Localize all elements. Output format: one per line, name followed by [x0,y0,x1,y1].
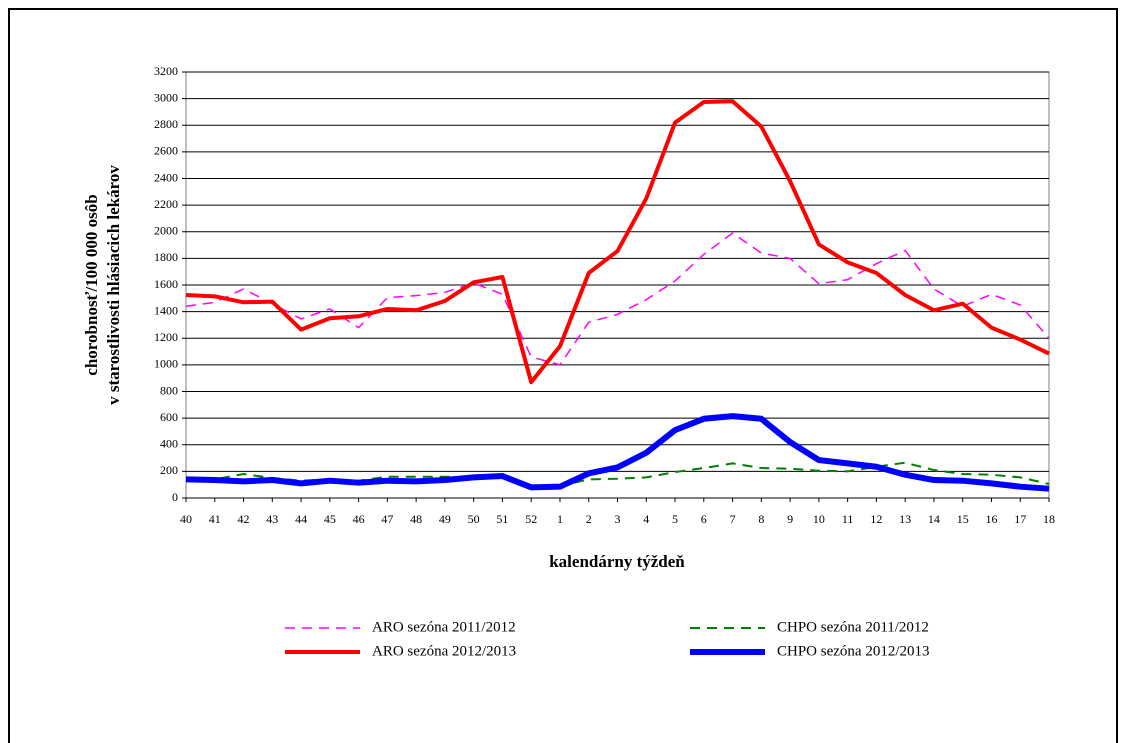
x-tick-label: 14 [928,512,940,526]
x-tick-label: 17 [1014,512,1026,526]
y-tick-label: 400 [160,437,178,451]
x-tick-label: 40 [180,512,192,526]
y-tick-label: 0 [172,490,178,504]
y-tick-label: 1400 [154,303,178,317]
x-tick-label: 1 [557,512,563,526]
x-tick-label: 8 [758,512,764,526]
x-tick-label: 7 [730,512,736,526]
y-tick-label: 2600 [154,144,178,158]
x-tick-label: 41 [209,512,221,526]
x-tick-label: 15 [957,512,969,526]
y-tick-label: 1000 [154,357,178,371]
y-tick-label: 3000 [154,90,178,104]
y-tick-label: 2000 [154,224,178,238]
x-tick-label: 18 [1043,512,1055,526]
x-tick-label: 13 [899,512,911,526]
x-tick-label: 42 [238,512,250,526]
x-tick-label: 16 [985,512,997,526]
x-tick-label: 2 [586,512,592,526]
x-tick-label: 4 [643,512,649,526]
y-tick-label: 2400 [154,170,178,184]
series-line [185,413,1050,492]
x-tick-label: 51 [496,512,508,526]
x-tick-label: 44 [295,512,307,526]
x-tick-label: 5 [672,512,678,526]
x-tick-label: 49 [439,512,451,526]
legend-label: ARO sezóna 2011/2012 [372,619,516,635]
x-tick-label: 12 [870,512,882,526]
y-axis-label: chorobnosť/100 000 osôb [82,194,101,375]
x-tick-label: 43 [266,512,278,526]
x-tick-label: 46 [353,512,365,526]
x-tick-label: 45 [324,512,336,526]
y-tick-label: 2200 [154,197,178,211]
y-tick-label: 600 [160,410,178,424]
x-tick-label: 6 [701,512,707,526]
series-line [185,99,1050,385]
legend-label: CHPO sezóna 2012/2013 [777,643,930,659]
y-tick-label: 200 [160,463,178,477]
y-axis-label: v starostlivosti hlásiacich lekárov [104,165,123,405]
series-line [185,232,1050,366]
x-tick-label: 52 [525,512,537,526]
x-tick-label: 47 [381,512,393,526]
y-tick-label: 2800 [154,117,178,131]
frame [8,8,1118,743]
y-tick-label: 800 [160,383,178,397]
x-tick-label: 10 [813,512,825,526]
y-tick-label: 3200 [154,64,178,78]
y-tick-label: 1800 [154,250,178,264]
legend-label: ARO sezóna 2012/2013 [372,643,516,659]
y-tick-label: 1200 [154,330,178,344]
x-tick-label: 50 [468,512,480,526]
y-tick-label: 1600 [154,277,178,291]
x-axis-label: kalendárny týždeň [549,552,685,571]
x-tick-label: 3 [615,512,621,526]
x-tick-label: 48 [410,512,422,526]
legend-label: CHPO sezóna 2011/2012 [777,619,929,635]
x-tick-label: 11 [842,512,854,526]
x-tick-label: 9 [787,512,793,526]
